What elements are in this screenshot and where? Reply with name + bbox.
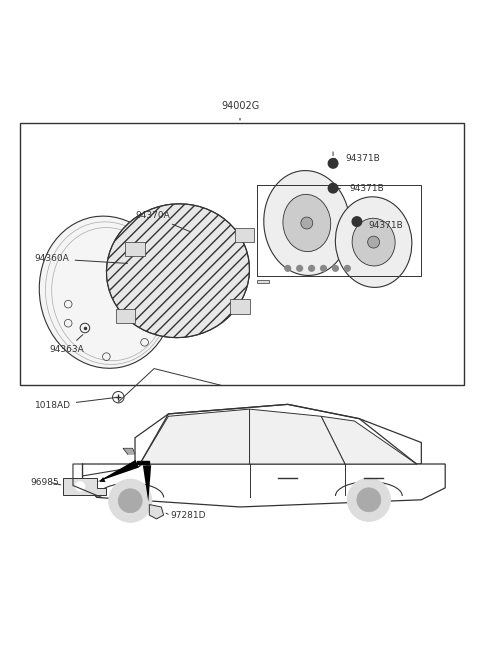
Polygon shape: [83, 464, 445, 507]
Polygon shape: [149, 504, 164, 519]
Text: 94363A: 94363A: [49, 335, 84, 354]
Text: 94360A: 94360A: [35, 255, 128, 264]
Ellipse shape: [336, 197, 412, 287]
Polygon shape: [321, 417, 417, 464]
Circle shape: [109, 480, 152, 522]
Circle shape: [345, 266, 350, 271]
FancyBboxPatch shape: [230, 299, 250, 314]
Ellipse shape: [352, 218, 395, 266]
Text: 1018AD: 1018AD: [35, 398, 116, 410]
Circle shape: [285, 266, 290, 271]
Text: 97281D: 97281D: [171, 511, 206, 520]
Circle shape: [309, 266, 314, 271]
Circle shape: [321, 266, 326, 271]
Circle shape: [357, 488, 381, 512]
Text: 94371B: 94371B: [345, 154, 380, 163]
Circle shape: [75, 482, 85, 491]
Circle shape: [333, 266, 338, 271]
Text: 94371B: 94371B: [369, 221, 404, 230]
Text: 94370A: 94370A: [135, 211, 190, 232]
Polygon shape: [135, 404, 421, 464]
Polygon shape: [137, 461, 149, 464]
Text: 96985: 96985: [30, 478, 59, 487]
Text: 94002G: 94002G: [221, 101, 259, 111]
FancyBboxPatch shape: [235, 228, 254, 242]
Ellipse shape: [283, 194, 331, 252]
FancyBboxPatch shape: [116, 309, 135, 323]
Circle shape: [348, 478, 390, 522]
Ellipse shape: [39, 216, 173, 368]
Ellipse shape: [368, 236, 380, 248]
Polygon shape: [123, 448, 135, 455]
Polygon shape: [140, 409, 250, 464]
FancyBboxPatch shape: [125, 242, 144, 256]
Circle shape: [118, 489, 142, 513]
Circle shape: [352, 216, 362, 226]
Circle shape: [328, 184, 338, 193]
Polygon shape: [63, 478, 107, 495]
Polygon shape: [257, 280, 269, 283]
Polygon shape: [250, 409, 345, 464]
Ellipse shape: [264, 171, 350, 276]
Ellipse shape: [107, 204, 250, 338]
Text: 94371B: 94371B: [350, 184, 384, 193]
Circle shape: [328, 159, 338, 168]
Ellipse shape: [301, 217, 313, 229]
Circle shape: [297, 266, 302, 271]
